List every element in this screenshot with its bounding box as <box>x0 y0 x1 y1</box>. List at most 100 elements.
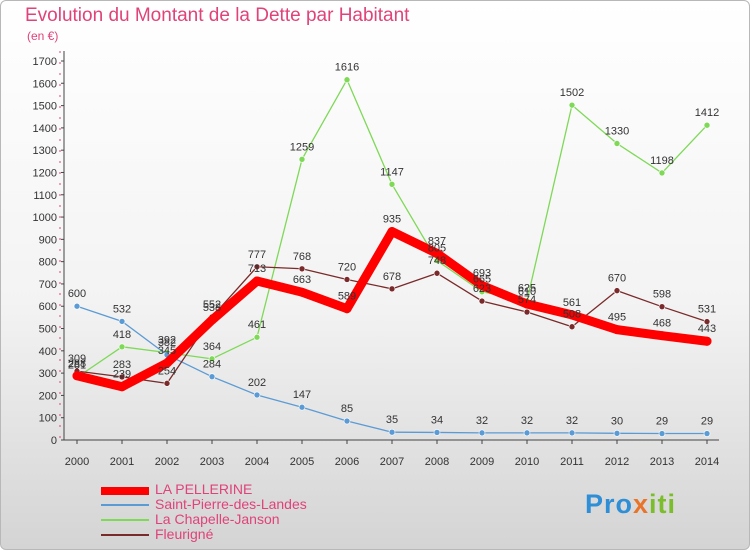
data-point-fleurign <box>568 323 576 331</box>
data-label-saint-pierre-des-landes: 147 <box>293 389 311 401</box>
x-tick-label: 2012 <box>605 456 629 468</box>
y-tick-label: 1100 <box>33 190 57 202</box>
data-label-saint-pierre-des-landes: 34 <box>431 414 443 426</box>
unit-label: (en €) <box>27 29 59 43</box>
data-label-la-chapelle-janson: 392 <box>158 335 176 347</box>
data-point-saint-pierre-des-landes <box>568 429 576 437</box>
y-tick-label: 100 <box>39 413 57 425</box>
data-label-la-pellerine: 495 <box>608 312 626 324</box>
y-tick-label: 1300 <box>33 145 57 157</box>
x-tick-label: 2014 <box>695 456 719 468</box>
data-label-la-chapelle-janson: 625 <box>518 283 536 295</box>
data-point-la-pellerine <box>117 382 127 392</box>
data-point-la-chapelle-janson <box>118 343 126 351</box>
legend-label-la-chapelle: La Chapelle-Janson <box>155 511 280 527</box>
data-point-saint-pierre-des-landes <box>613 430 621 437</box>
data-point-la-chapelle-janson <box>208 355 216 363</box>
data-label-fleurign: 283 <box>113 359 131 371</box>
data-label-la-pellerine: 663 <box>293 274 311 286</box>
y-tick-label: 1000 <box>33 212 57 224</box>
legend-label-la-pellerine: LA PELLERINE <box>155 481 253 497</box>
data-label-la-chapelle-janson: 1259 <box>290 141 314 153</box>
y-tick-label: 600 <box>39 301 57 313</box>
x-tick-label: 2010 <box>515 456 539 468</box>
data-label-saint-pierre-des-landes: 32 <box>566 415 578 427</box>
axes: 0 100 200 300 400 500 600 700 800 900 1000 1100 1200… <box>33 51 719 468</box>
data-label-saint-pierre-des-landes: 85 <box>341 403 353 415</box>
x-tick-label: 2000 <box>65 456 89 468</box>
legend-swatch-la-pellerine <box>101 487 149 495</box>
data-point-fleurign <box>298 265 306 273</box>
data-point-saint-pierre-des-landes <box>433 429 441 436</box>
data-label-saint-pierre-des-landes: 532 <box>113 303 131 315</box>
data-point-la-chapelle-janson <box>388 180 396 188</box>
data-point-fleurign <box>703 318 711 325</box>
data-label-la-chapelle-janson: 418 <box>113 329 131 341</box>
data-point-saint-pierre-des-landes <box>658 430 666 437</box>
legend-swatch-la-chapelle <box>101 519 149 521</box>
data-point-fleurign <box>433 269 441 277</box>
data-label-la-chapelle-janson: 364 <box>203 341 221 353</box>
data-point-la-pellerine <box>477 281 487 291</box>
data-label-fleurign: 574 <box>518 294 536 306</box>
x-tick-label: 2008 <box>425 456 449 468</box>
chart-title: Evolution du Montant de la Dette par Hab… <box>25 5 410 26</box>
data-label-la-pellerine: 288 <box>68 358 86 370</box>
data-label-la-chapelle-janson: 1616 <box>335 62 359 74</box>
data-label-la-chapelle-janson: 1198 <box>650 155 674 167</box>
data-point-saint-pierre-des-landes <box>703 430 711 437</box>
y-tick-label: 700 <box>39 279 57 291</box>
y-tick-label: 500 <box>39 324 57 336</box>
legend-label-saint-pierre: Saint-Pierre-des-Landes <box>155 496 307 512</box>
data-label-la-pellerine: 239 <box>113 369 131 381</box>
y-tick-label: 1700 <box>33 56 57 68</box>
data-label-fleurign: 309 <box>68 353 86 365</box>
data-label-saint-pierre-des-landes: 32 <box>476 415 488 427</box>
data-point-fleurign <box>658 303 666 310</box>
x-tick-label: 2007 <box>380 456 404 468</box>
data-label-la-chapelle-janson: 1147 <box>380 166 404 178</box>
data-label-la-pellerine: 443 <box>698 323 716 335</box>
data-label-la-pellerine: 713 <box>248 263 266 275</box>
x-tick-label: 2005 <box>290 456 314 468</box>
y-tick-label: 300 <box>39 368 57 380</box>
data-point-fleurign <box>613 287 621 294</box>
data-point-la-pellerine <box>522 299 532 309</box>
data-label-saint-pierre-des-landes: 32 <box>521 415 533 427</box>
data-point-fleurign <box>388 285 396 293</box>
data-label-saint-pierre-des-landes: 382 <box>158 337 176 349</box>
y-tick-label: 900 <box>39 234 57 246</box>
data-point-saint-pierre-des-landes <box>343 417 351 425</box>
data-label-la-chapelle-janson: 805 <box>428 243 446 255</box>
data-point-saint-pierre-des-landes <box>73 302 81 310</box>
data-label-fleurign: 678 <box>383 271 401 283</box>
data-label-saint-pierre-des-landes: 600 <box>68 288 86 300</box>
data-point-la-pellerine <box>612 325 622 335</box>
data-label-fleurign: 777 <box>248 249 266 261</box>
data-point-saint-pierre-des-landes <box>298 403 306 411</box>
data-point-la-pellerine <box>657 331 667 341</box>
data-point-la-pellerine <box>702 336 712 346</box>
data-label-fleurign: 748 <box>428 255 446 267</box>
data-label-saint-pierre-des-landes: 35 <box>386 414 398 426</box>
data-label-fleurign: 768 <box>293 251 311 263</box>
data-label-la-pellerine: 589 <box>338 291 356 303</box>
data-label-saint-pierre-des-landes: 284 <box>203 359 221 371</box>
y-tick-label: 400 <box>39 346 57 358</box>
y-tick-label: 1400 <box>33 123 57 135</box>
data-label-la-pellerine: 345 <box>158 345 176 357</box>
data-point-la-chapelle-janson <box>658 169 666 177</box>
data-point-la-pellerine <box>162 358 172 368</box>
data-point-fleurign <box>343 276 351 283</box>
data-point-la-pellerine <box>567 310 577 320</box>
data-label-la-chapelle-janson: 461 <box>248 319 266 331</box>
data-point-la-pellerine <box>432 248 442 258</box>
x-tick-label: 2001 <box>110 456 134 468</box>
data-label-la-pellerine: 693 <box>473 268 491 280</box>
y-tick-label: 1200 <box>33 167 57 179</box>
data-label-la-chapelle-janson: 1502 <box>560 87 584 99</box>
data-label-fleurign: 670 <box>608 273 626 285</box>
data-point-fleurign <box>163 380 171 387</box>
data-point-la-chapelle-janson <box>298 156 306 163</box>
